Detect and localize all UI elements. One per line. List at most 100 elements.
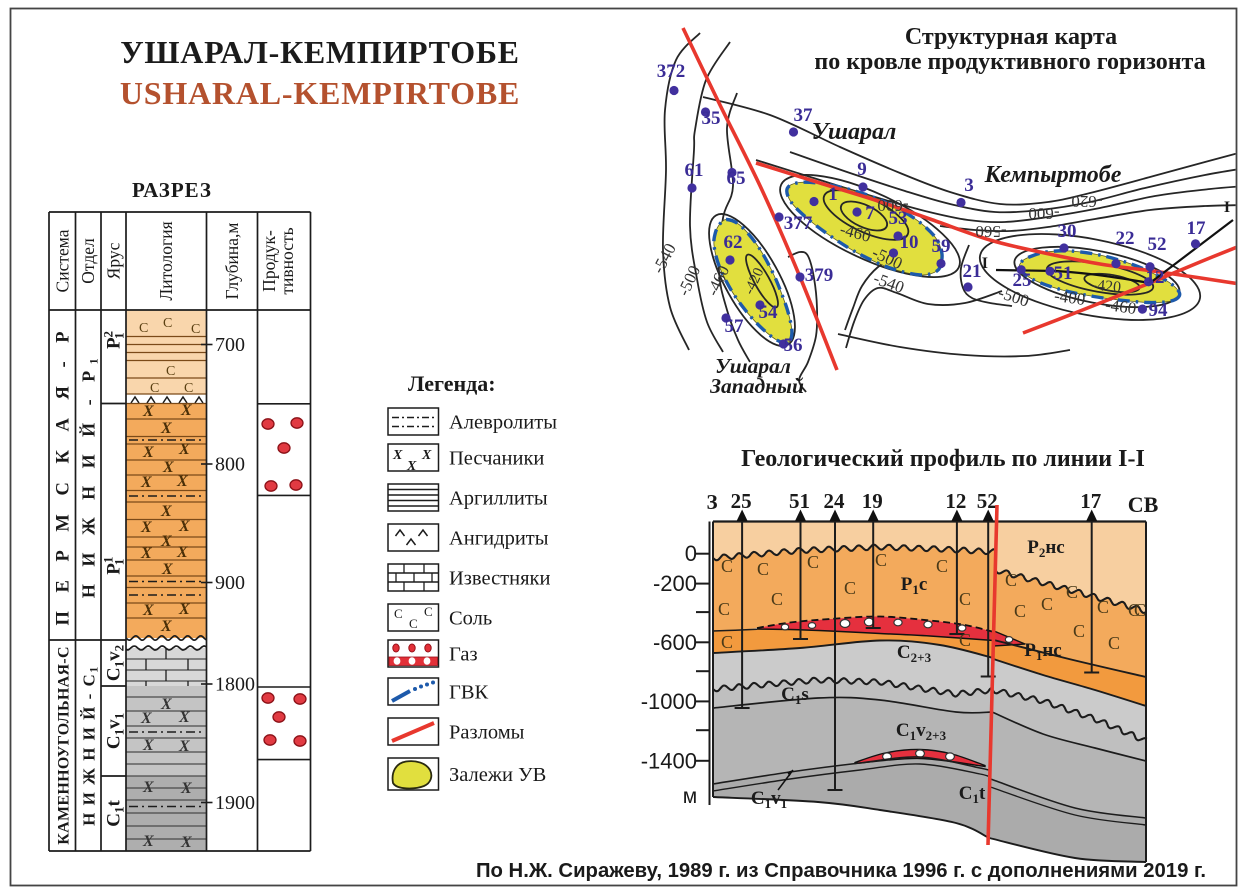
svg-text:Отдел: Отдел <box>78 238 98 284</box>
svg-text:С1v2: С1v2 <box>104 645 127 681</box>
svg-text:Р1нс: Р1нс <box>1024 640 1062 663</box>
svg-text:Р1с: Р1с <box>901 574 928 597</box>
svg-text:С: С <box>1066 582 1078 602</box>
svg-text:3: 3 <box>964 175 974 196</box>
svg-text:-600: -600 <box>1028 204 1059 223</box>
svg-text:С: С <box>409 616 418 631</box>
svg-text:-600: -600 <box>653 630 697 655</box>
svg-text:УШАРАЛ-КЕМПИРТОБЕ: УШАРАЛ-КЕМПИРТОБЕ <box>120 34 519 70</box>
svg-text:Р11: Р11 <box>101 557 127 575</box>
svg-text:Х: Х <box>176 473 188 490</box>
svg-text:Х: Х <box>178 709 190 726</box>
svg-text:-600: -600 <box>877 196 908 215</box>
svg-text:тивность: тивность <box>277 227 297 294</box>
svg-text:С: С <box>959 589 971 609</box>
svg-text:С: С <box>959 630 971 650</box>
svg-text:С: С <box>1041 594 1053 614</box>
svg-text:Х: Х <box>160 533 172 550</box>
svg-text:Х: Х <box>161 561 173 578</box>
svg-text:37: 37 <box>794 105 814 126</box>
svg-text:Н И Ж Н И Й - Р1: Н И Ж Н И Й - Р1 <box>78 352 101 598</box>
svg-text:Аргиллиты: Аргиллиты <box>449 488 548 510</box>
svg-text:52: 52 <box>977 489 998 513</box>
svg-text:51: 51 <box>789 489 810 513</box>
svg-text:Х: Х <box>162 459 174 476</box>
svg-text:Х: Х <box>140 519 152 536</box>
svg-text:Система: Система <box>53 229 73 292</box>
svg-text:С: С <box>1134 600 1146 620</box>
svg-text:С1t: С1t <box>104 800 127 827</box>
svg-text:З: З <box>706 490 717 514</box>
svg-text:Кемпыртобе: Кемпыртобе <box>984 162 1122 188</box>
svg-text:Алевролиты: Алевролиты <box>449 412 557 434</box>
svg-text:С: С <box>721 632 733 652</box>
svg-text:Ушарал: Ушарал <box>715 354 791 378</box>
svg-text:Х: Х <box>406 459 417 474</box>
svg-text:Х: Х <box>178 441 190 458</box>
svg-text:12: 12 <box>945 489 966 513</box>
svg-text:-1000: -1000 <box>641 689 697 714</box>
svg-text:Х: Х <box>176 544 188 561</box>
svg-text:94: 94 <box>1149 300 1169 321</box>
svg-text:35: 35 <box>702 108 721 129</box>
svg-text:Литология: Литология <box>156 221 176 300</box>
svg-text:-1400: -1400 <box>641 748 697 773</box>
svg-text:С: С <box>139 321 148 336</box>
svg-text:Западный: Западный <box>709 374 804 398</box>
svg-text:Х: Х <box>142 444 154 461</box>
svg-text:17: 17 <box>1080 489 1101 513</box>
svg-text:-420: -420 <box>1091 277 1122 296</box>
svg-text:53: 53 <box>889 208 908 229</box>
svg-text:-400: -400 <box>1053 286 1087 309</box>
svg-text:-460: -460 <box>1104 295 1138 318</box>
svg-text:С: С <box>844 578 856 598</box>
svg-text:Х: Х <box>160 618 172 635</box>
svg-text:56: 56 <box>784 335 803 356</box>
svg-text:Залежи УВ: Залежи УВ <box>449 764 546 786</box>
svg-text:Ангидриты: Ангидриты <box>449 528 549 550</box>
svg-text:1800: 1800 <box>215 674 255 696</box>
svg-text:Х: Х <box>178 518 190 535</box>
svg-text:С1v1: С1v1 <box>104 713 127 749</box>
svg-text:Х: Х <box>142 779 154 796</box>
svg-text:Газ: Газ <box>449 644 478 666</box>
svg-text:Продук-: Продук- <box>259 230 279 292</box>
svg-text:С: С <box>1073 621 1085 641</box>
svg-text:372: 372 <box>657 61 686 82</box>
svg-text:700: 700 <box>215 334 245 356</box>
svg-text:Легенда:: Легенда: <box>408 371 496 396</box>
svg-text:Х: Х <box>178 738 190 755</box>
svg-text:С1t: С1t <box>959 783 986 806</box>
svg-text:12: 12 <box>1146 267 1165 288</box>
svg-text:-200: -200 <box>653 571 697 596</box>
svg-text:I: I <box>982 255 988 272</box>
svg-text:1: 1 <box>828 184 838 205</box>
svg-text:С: С <box>163 316 172 331</box>
svg-text:59: 59 <box>932 236 951 257</box>
svg-text:21: 21 <box>963 261 982 282</box>
svg-text:Х: Х <box>180 834 192 851</box>
svg-text:Н И Ж Н И Й - С1: Н И Ж Н И Й - С1 <box>80 665 101 826</box>
svg-text:Х: Х <box>421 448 432 463</box>
svg-text:С: С <box>1097 597 1109 617</box>
svg-text:ГВК: ГВК <box>449 682 489 704</box>
svg-text:52: 52 <box>1148 234 1167 255</box>
svg-text:51: 51 <box>1054 263 1073 284</box>
svg-text:Ярус: Ярус <box>104 242 124 279</box>
svg-text:Х: Х <box>178 601 190 618</box>
svg-text:900: 900 <box>215 572 245 594</box>
svg-text:по кровле продуктивного горизо: по кровле продуктивного горизонта <box>814 49 1205 75</box>
svg-text:Разломы: Разломы <box>449 722 525 744</box>
svg-text:С1s: С1s <box>781 684 809 707</box>
svg-text:Соль: Соль <box>449 608 492 630</box>
svg-text:С: С <box>191 322 200 337</box>
svg-text:С: С <box>1014 601 1026 621</box>
svg-text:Структурная карта: Структурная карта <box>905 24 1117 50</box>
svg-text:м: м <box>683 785 697 808</box>
svg-text:9: 9 <box>857 159 867 180</box>
svg-text:379: 379 <box>805 265 834 286</box>
svg-text:Х: Х <box>160 420 172 437</box>
svg-text:Глубина,м: Глубина,м <box>222 223 242 300</box>
svg-text:I: I <box>1224 199 1230 216</box>
svg-text:Х: Х <box>180 780 192 797</box>
